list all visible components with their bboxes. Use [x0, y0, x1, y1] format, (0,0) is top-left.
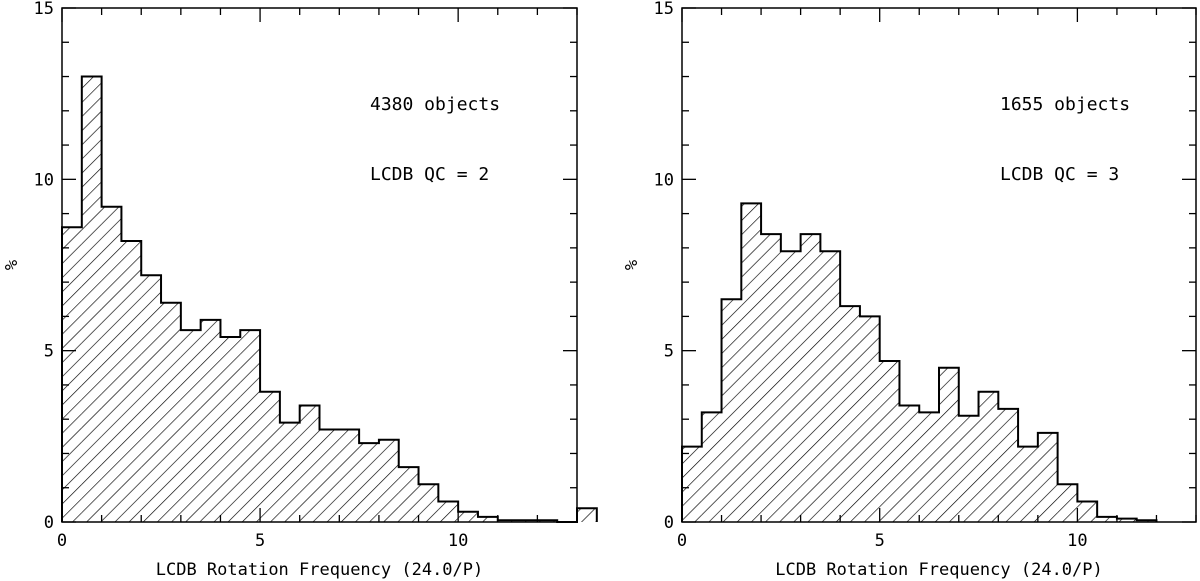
histogram-bar-qc2 — [180, 330, 201, 522]
histogram-bar-qc3 — [820, 251, 841, 522]
histogram-bar-qc2 — [279, 422, 300, 522]
x-tick-label: 10 — [448, 531, 468, 551]
histogram-bar-qc3 — [761, 234, 781, 522]
y-axis-title-qc2: % — [2, 260, 22, 270]
histogram-bar-qc3 — [682, 446, 702, 522]
histogram-bar-qc2 — [161, 302, 181, 522]
y-tick-label: 10 — [34, 170, 54, 190]
x-tick-label: 0 — [57, 531, 67, 551]
histogram-bar-qc3 — [998, 408, 1019, 522]
y-tick-label: 15 — [654, 0, 674, 19]
histogram-bar-qc3 — [741, 203, 762, 522]
x-axis-title-qc3: LCDB Rotation Frequency (24.0/P) — [775, 560, 1103, 580]
x-tick-labels-qc2: 0 5 10 — [57, 531, 469, 551]
histogram-panel-qc3: 0 5 10 15 0 5 10 % LCDB Rotation Frequency (2… — [622, 0, 1197, 580]
histogram-bar-qc2 — [101, 206, 122, 522]
histogram-bars-qc2 — [62, 76, 597, 523]
histogram-bar-qc3 — [899, 405, 920, 522]
histogram-bar-qc2 — [398, 467, 419, 522]
y-axis-title-qc3: % — [622, 260, 642, 270]
histogram-bar-qc3 — [1116, 518, 1137, 522]
histogram-bar-qc3 — [978, 391, 999, 522]
histogram-bar-qc2 — [81, 76, 102, 523]
histogram-bar-qc3 — [859, 316, 880, 522]
histogram-bar-qc3 — [701, 412, 722, 522]
histogram-bar-qc2 — [577, 508, 597, 522]
histogram-bar-qc3 — [919, 412, 939, 522]
y-tick-label: 5 — [664, 342, 674, 362]
y-tick-label: 0 — [664, 513, 674, 533]
quality-code-label-qc2: LCDB QC = 2 — [370, 164, 489, 185]
x-tick-label: 5 — [875, 531, 885, 551]
histogram-bar-qc2 — [62, 227, 82, 522]
histogram-panel-qc2: 0 5 10 15 0 5 10 % LCDB Rotation Frequency (2… — [2, 0, 598, 580]
histogram-bar-qc3 — [780, 251, 801, 522]
axis-ticks-qc2 — [61, 7, 578, 523]
y-tick-label: 10 — [654, 170, 674, 190]
x-axis-title-qc2: LCDB Rotation Frequency (24.0/P) — [156, 560, 484, 580]
histogram-bar-qc3 — [1097, 516, 1117, 522]
histogram-outline-qc3 — [681, 202, 1158, 522]
histogram-bar-qc3 — [939, 367, 959, 522]
histogram-bar-qc2 — [418, 484, 439, 522]
histogram-bar-qc2 — [339, 429, 360, 522]
histogram-bar-qc3 — [1077, 501, 1098, 522]
plot-frame-qc2 — [61, 7, 578, 523]
object-count-label-qc2: 4380 objects — [370, 94, 500, 115]
histogram-bar-qc2 — [438, 501, 459, 522]
x-tick-label: 10 — [1067, 531, 1087, 551]
y-tick-label: 0 — [44, 513, 54, 533]
histogram-bar-qc2 — [121, 241, 142, 522]
histogram-bar-qc2 — [378, 439, 399, 522]
quality-code-label-qc3: LCDB QC = 3 — [1000, 164, 1119, 185]
y-tick-label: 15 — [34, 0, 54, 19]
histogram-bar-qc2 — [141, 275, 162, 522]
histogram-bar-qc2 — [200, 319, 221, 522]
histogram-bar-qc2 — [260, 391, 280, 522]
histogram-bar-qc3 — [958, 415, 979, 522]
x-tick-label: 0 — [677, 531, 687, 551]
y-tick-labels-qc3: 0 5 10 15 — [654, 0, 674, 533]
plot-frame-qc3 — [681, 7, 1197, 523]
histogram-bars-qc3 — [682, 203, 1157, 522]
histogram-bar-qc2 — [458, 511, 478, 522]
histogram-bar-qc2 — [220, 336, 241, 522]
x-tick-label: 5 — [255, 531, 265, 551]
histogram-bar-qc3 — [800, 234, 821, 522]
histogram-bar-qc3 — [1057, 484, 1078, 522]
object-count-label-qc3: 1655 objects — [1000, 94, 1130, 115]
histogram-bar-qc2 — [240, 330, 261, 522]
histogram-bar-qc2 — [477, 516, 498, 522]
histogram-bar-qc2 — [359, 443, 379, 522]
histogram-bar-qc3 — [1018, 446, 1038, 522]
x-tick-labels-qc3: 0 5 10 — [677, 531, 1088, 551]
histogram-bar-qc3 — [879, 360, 900, 522]
axis-ticks-qc3 — [681, 7, 1197, 523]
y-tick-label: 5 — [44, 342, 54, 362]
histogram-bar-qc2 — [319, 429, 340, 522]
y-tick-labels-qc2: 0 5 10 15 — [34, 0, 54, 533]
histogram-bar-qc3 — [1037, 432, 1058, 522]
histogram-bar-qc3 — [840, 306, 860, 522]
histogram-bar-qc3 — [721, 299, 742, 522]
histogram-bar-qc2 — [299, 405, 320, 522]
